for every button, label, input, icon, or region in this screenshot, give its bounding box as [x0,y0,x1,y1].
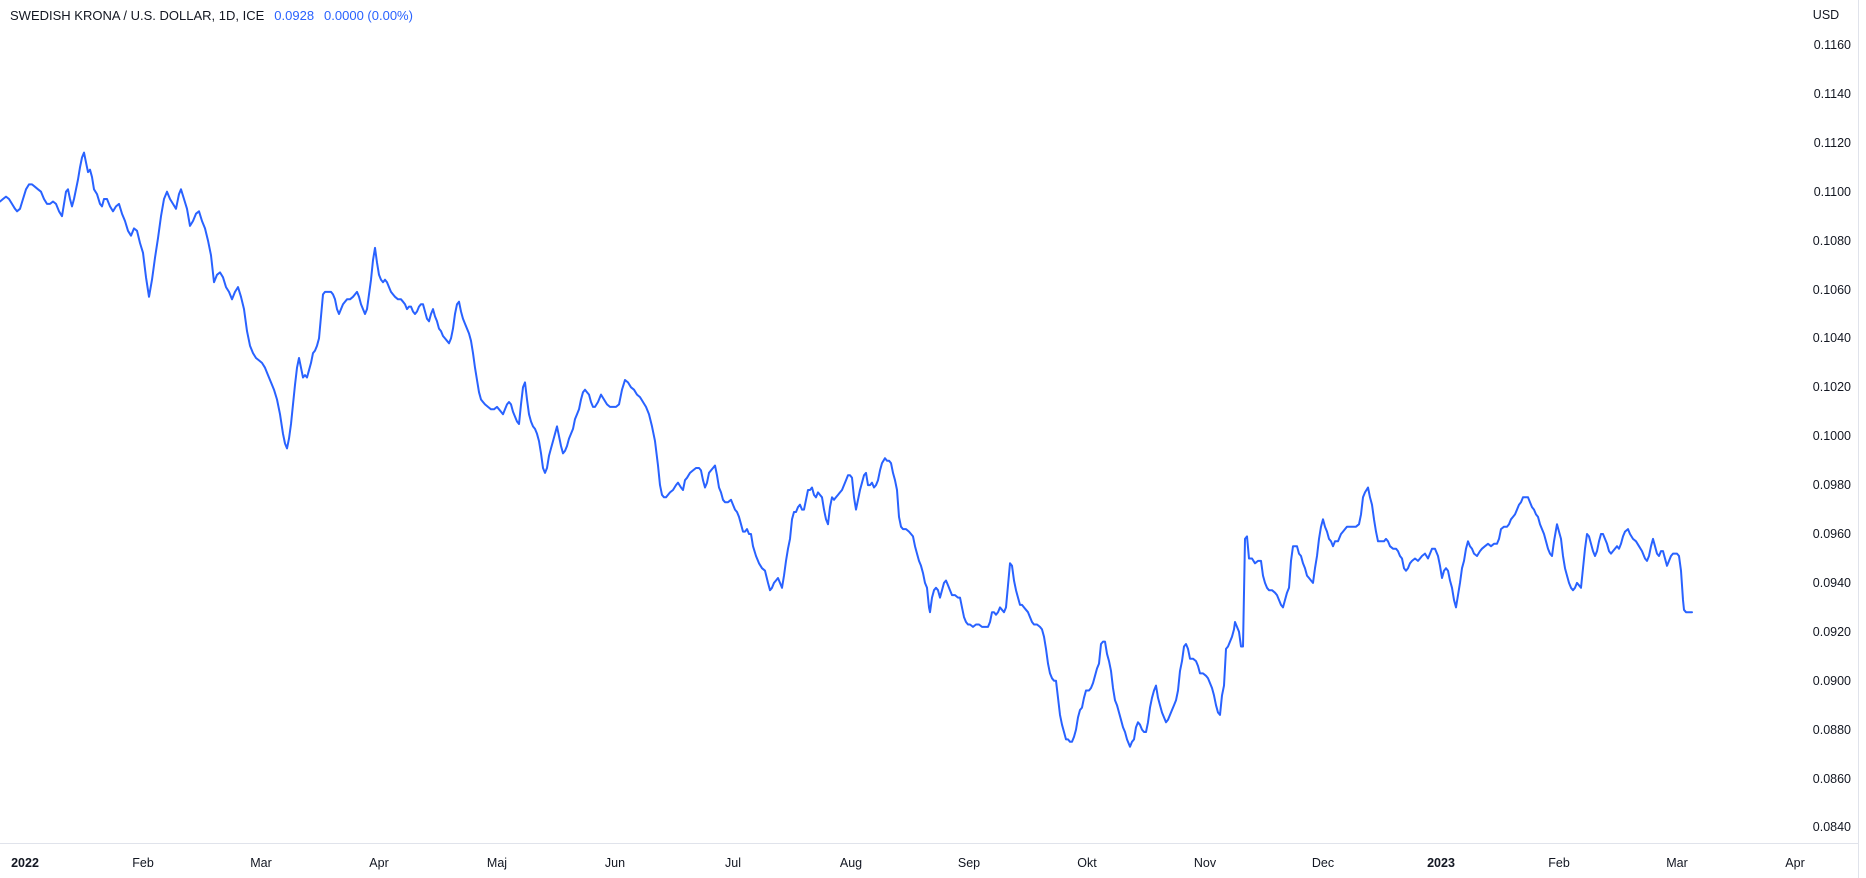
price-axis-label: 0.1140 [1813,86,1851,101]
price-axis-label: 0.0860 [1812,771,1851,786]
time-axis-label: Feb [1548,856,1570,870]
price-axis-label: 0.0940 [1812,575,1851,590]
time-axis-label: Dec [1311,856,1335,870]
time-axis-label: Mar [250,856,272,870]
price-axis-label: 0.1060 [1812,282,1851,297]
price-axis-label: 0.0980 [1812,478,1851,493]
price-axis-label: 0.1120 [1813,135,1851,150]
price-axis-label: 0.0960 [1812,527,1851,541]
price-axis-label: 0.0900 [1812,673,1851,688]
price-axis-label: 0.0920 [1812,624,1851,639]
time-axis-label: 2022 [11,856,39,870]
price-axis-label: 0.1000 [1812,429,1851,444]
time-axis-label: 2023 [1427,856,1455,870]
price-axis-label: 0.1100 [1813,184,1851,199]
price-axis-label: 0.1040 [1812,331,1851,346]
symbol-legend: SWEDISH KRONA / U.S. DOLLAR, 1D, ICE 0.0… [10,7,413,25]
time-axis-label: Apr [369,856,389,870]
price-axis-label: 0.1080 [1812,233,1851,248]
time-axis-label: Jul [725,856,741,870]
time-axis-label: Apr [1785,856,1805,870]
time-axis-label: Maj [486,856,508,870]
time-axis-label: Mar [1666,856,1688,870]
time-axis-label: Nov [1193,856,1217,870]
legend-symbol-title[interactable]: SWEDISH KRONA / U.S. DOLLAR, 1D, ICE [10,8,265,23]
price-axis-label: 0.0880 [1812,722,1851,737]
time-axis-label: Jun [604,856,626,870]
time-axis-label: Aug [839,856,863,870]
price-axis-label: 0.0840 [1812,820,1851,835]
legend-change: 0.0000 (0.00%) [324,8,413,23]
right-edge-separator [1858,0,1859,878]
price-axis-label: 0.1020 [1812,380,1851,395]
time-axis-separator [0,843,1858,844]
time-axis-label: Okt [1077,856,1097,870]
time-axis-label: Feb [132,856,154,870]
legend-last-price: 0.0928 [274,8,315,23]
price-axis-label: 0.1160 [1813,38,1851,52]
price-line-series [0,151,1693,748]
time-axis-label: Sep [957,856,981,870]
currency-label: USD [1812,8,1840,22]
